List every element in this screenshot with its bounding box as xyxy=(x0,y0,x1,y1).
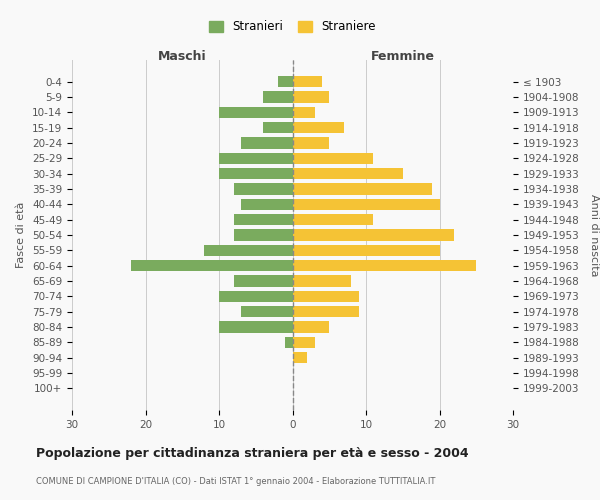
Text: Popolazione per cittadinanza straniera per età e sesso - 2004: Popolazione per cittadinanza straniera p… xyxy=(36,448,469,460)
Y-axis label: Anni di nascita: Anni di nascita xyxy=(589,194,599,276)
Bar xyxy=(293,168,403,179)
Bar xyxy=(293,152,373,164)
Bar xyxy=(234,183,293,194)
Text: Femmine: Femmine xyxy=(371,50,435,64)
Bar xyxy=(263,122,293,134)
Bar xyxy=(204,244,293,256)
Text: COMUNE DI CAMPIONE D'ITALIA (CO) - Dati ISTAT 1° gennaio 2004 - Elaborazione TUT: COMUNE DI CAMPIONE D'ITALIA (CO) - Dati … xyxy=(36,478,436,486)
Bar xyxy=(293,122,344,134)
Bar xyxy=(219,290,293,302)
Bar xyxy=(293,306,359,318)
Bar xyxy=(285,336,293,348)
Bar xyxy=(293,91,329,102)
Bar xyxy=(131,260,293,272)
Bar xyxy=(293,322,329,333)
Bar xyxy=(234,276,293,287)
Bar xyxy=(263,91,293,102)
Bar xyxy=(234,229,293,241)
Bar xyxy=(293,198,439,210)
Bar xyxy=(293,276,352,287)
Bar xyxy=(234,214,293,226)
Bar xyxy=(293,290,359,302)
Bar xyxy=(241,198,293,210)
Bar xyxy=(293,260,476,272)
Y-axis label: Fasce di età: Fasce di età xyxy=(16,202,26,268)
Bar xyxy=(293,352,307,364)
Bar xyxy=(293,106,314,118)
Bar xyxy=(293,214,373,226)
Bar xyxy=(278,76,293,88)
Bar xyxy=(219,152,293,164)
Bar xyxy=(219,322,293,333)
Bar xyxy=(241,306,293,318)
Bar xyxy=(293,336,314,348)
Bar xyxy=(293,183,432,194)
Bar xyxy=(293,244,439,256)
Bar xyxy=(293,76,322,88)
Bar xyxy=(241,137,293,148)
Bar xyxy=(219,106,293,118)
Bar xyxy=(219,168,293,179)
Legend: Stranieri, Straniere: Stranieri, Straniere xyxy=(209,20,376,34)
Text: Maschi: Maschi xyxy=(158,50,206,64)
Bar xyxy=(293,137,329,148)
Bar xyxy=(293,229,454,241)
